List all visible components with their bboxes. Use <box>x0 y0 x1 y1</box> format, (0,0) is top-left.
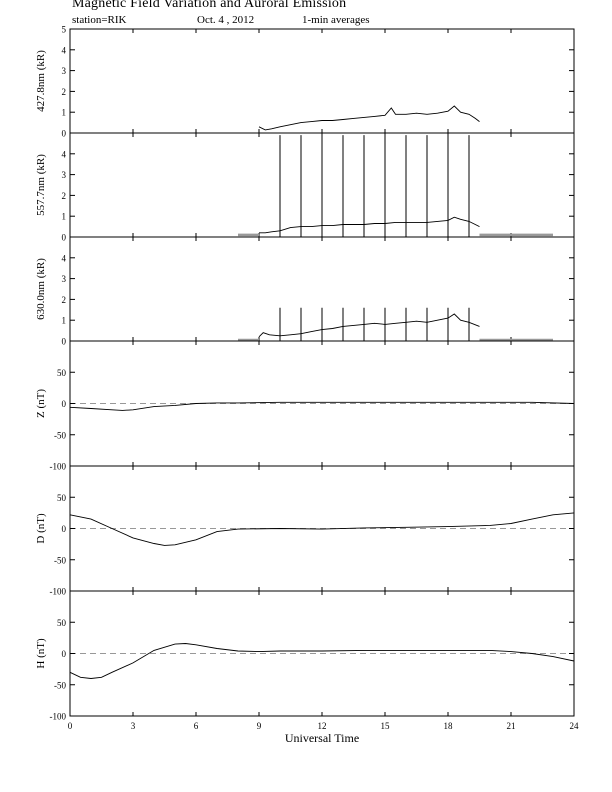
series-line-1-0 <box>259 216 480 234</box>
series-line-0-0 <box>258 105 480 131</box>
xtick-label-15: 15 <box>381 721 391 731</box>
ylabel-4: D (nT) <box>35 513 47 544</box>
ytick-label-3-0: 0 <box>62 399 67 409</box>
ytick-label-5--50: -50 <box>54 680 66 690</box>
ytick-label-4-0: 0 <box>62 524 67 534</box>
ytick-label-2-1: 1 <box>62 316 67 326</box>
panel-frame-0 <box>69 28 575 134</box>
ytick-label-3--100: -100 <box>50 462 67 472</box>
ytick-label-5-0: 0 <box>62 649 67 659</box>
date-label: Oct. 4 , 2012 <box>197 14 255 26</box>
ylabel-1: 557.7nm (kR) <box>35 154 47 216</box>
xtick-label-18: 18 <box>444 721 454 731</box>
ytick-label-0-4: 4 <box>62 45 67 55</box>
ytick-label-4-50: 50 <box>57 493 67 503</box>
xtick-label-3: 3 <box>131 721 136 731</box>
ylabel-5: H (nT) <box>35 638 47 669</box>
ytick-label-1-0: 0 <box>62 233 67 243</box>
xtick-label-0: 0 <box>68 721 73 731</box>
station-label: station=RIK <box>72 14 127 26</box>
ytick-label-0-5: 5 <box>62 25 67 35</box>
ytick-label-0-3: 3 <box>62 66 67 76</box>
ytick-label-2-2: 2 <box>62 295 67 305</box>
ytick-label-5--100: -100 <box>50 712 67 722</box>
ytick-label-2-3: 3 <box>62 274 67 284</box>
ytick-label-1-2: 2 <box>62 191 67 201</box>
ytick-label-2-4: 4 <box>62 253 67 263</box>
ytick-label-0-0: 0 <box>62 129 67 139</box>
ylabel-2: 630.0nm (kR) <box>35 258 47 320</box>
series-line-2-0 <box>258 313 480 338</box>
ylabel-0: 427.8nm (kR) <box>35 50 47 112</box>
ytick-label-1-1: 1 <box>62 212 67 222</box>
xtick-label-9: 9 <box>257 721 262 731</box>
page-title: Magnetic Field Variation and Auroral Emi… <box>72 0 347 11</box>
series-line-3-0 <box>69 401 575 411</box>
ytick-label-1-3: 3 <box>62 170 67 180</box>
series-line-4-0 <box>69 512 575 546</box>
ytick-label-5-50: 50 <box>57 618 67 628</box>
averaging-label: 1-min averages <box>302 14 370 26</box>
ylabel-3: Z (nT) <box>35 389 47 418</box>
ytick-label-0-1: 1 <box>62 108 67 118</box>
xtick-label-21: 21 <box>507 721 516 731</box>
ytick-label-3--50: -50 <box>54 430 66 440</box>
x-axis-label: Universal Time <box>285 731 359 745</box>
xtick-label-12: 12 <box>318 721 327 731</box>
series-line-5-0 <box>69 643 575 679</box>
ytick-label-3-50: 50 <box>57 368 67 378</box>
ytick-label-4--100: -100 <box>50 587 67 597</box>
xtick-label-24: 24 <box>570 721 580 731</box>
ytick-label-2-0: 0 <box>62 337 67 347</box>
ytick-label-0-2: 2 <box>62 87 67 97</box>
ytick-label-1-4: 4 <box>62 149 67 159</box>
ytick-label-4--50: -50 <box>54 555 66 565</box>
xtick-label-6: 6 <box>194 721 199 731</box>
